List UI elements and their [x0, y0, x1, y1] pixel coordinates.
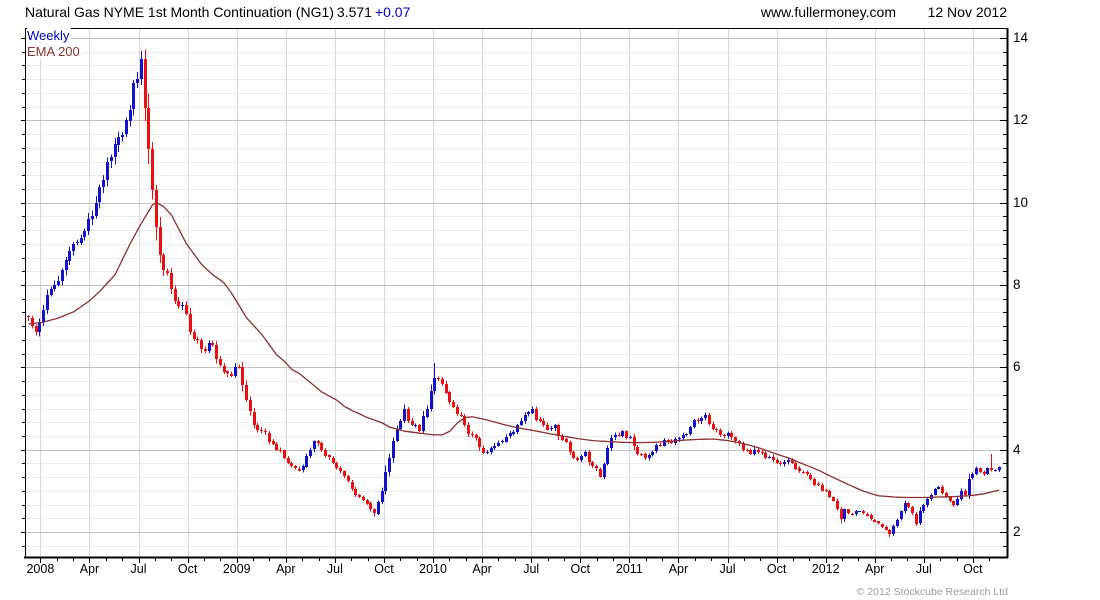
y-axis-label: 2	[1013, 524, 1021, 540]
ema-line	[28, 201, 1000, 499]
report-date: 12 Nov 2012	[927, 4, 1007, 20]
instrument-name: Natural Gas NYME 1st Month Continuation …	[25, 4, 334, 20]
x-axis-label: 2010	[419, 562, 447, 576]
x-axis-label: 2008	[26, 562, 55, 576]
plot-border	[24, 28, 1009, 559]
candlestick-series	[27, 49, 1001, 537]
x-axis-label: Jul	[915, 562, 932, 576]
x-axis-label: Jul	[523, 562, 540, 576]
chart-title: Natural Gas NYME 1st Month Continuation …	[25, 4, 413, 20]
x-axis-label: Oct	[374, 562, 394, 576]
x-axis-label: Apr	[865, 562, 885, 576]
x-axis-label: Oct	[570, 562, 590, 576]
x-axis-label: Jul	[130, 562, 147, 576]
x-axis-label: Jul	[719, 562, 736, 576]
x-axis-label: 2009	[222, 562, 251, 576]
y-axis-label: 8	[1013, 277, 1021, 293]
x-axis-label: 2011	[615, 562, 643, 576]
x-axis-label: Apr	[472, 562, 492, 576]
legend-ema-label: EMA 200	[27, 44, 82, 59]
y-axis-label: 10	[1013, 194, 1029, 210]
x-axis-label: Oct	[963, 562, 983, 576]
y-axis-label: 6	[1013, 359, 1021, 375]
price-change: +0.07	[374, 4, 411, 20]
last-price: 3.571	[336, 4, 372, 20]
y-axis-label: 14	[1013, 30, 1029, 45]
website-text: www.fullermoney.com	[760, 4, 896, 20]
major-gridlines	[26, 38, 1007, 533]
legend-weekly-label: Weekly	[27, 28, 72, 43]
vertical-gridlines	[40, 28, 974, 557]
x-axis-label: 2012	[811, 562, 840, 576]
x-axis-label: Jul	[326, 562, 343, 576]
y-axis-label: 4	[1013, 441, 1021, 457]
y-axis-label: 12	[1013, 112, 1029, 128]
x-axis-label: Apr	[79, 562, 100, 576]
copyright-notice: © 2012 Stockcube Research Ltd	[856, 586, 1008, 598]
x-axis-label: Apr	[276, 562, 296, 576]
x-axis-label: Apr	[668, 562, 689, 576]
x-axis-label: Oct	[177, 562, 198, 576]
axis-ticks	[21, 38, 1007, 563]
minor-gridlines	[26, 52, 1007, 547]
x-axis-label: Oct	[766, 562, 787, 576]
